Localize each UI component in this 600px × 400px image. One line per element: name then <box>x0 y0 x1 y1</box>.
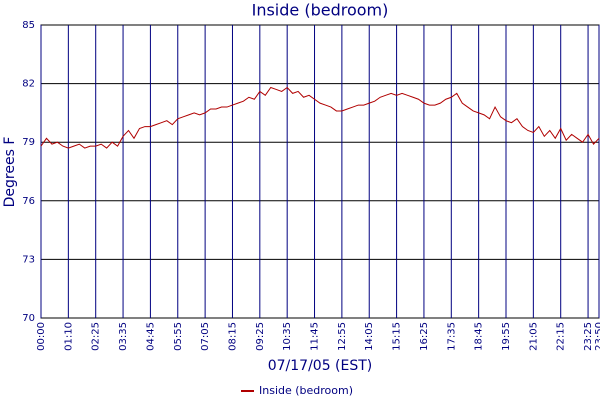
y-tick-label: 79 <box>22 137 35 148</box>
y-tick-label: 82 <box>22 79 35 90</box>
x-axis-label: 07/17/05 (EST) <box>268 358 373 374</box>
x-tick-label: 09:25 <box>255 322 266 351</box>
chart-title: Inside (bedroom) <box>252 1 389 20</box>
x-tick-label: 00:00 <box>36 322 47 351</box>
x-tick-label: 07:05 <box>200 322 211 351</box>
x-tick-label: 08:15 <box>227 322 238 351</box>
line-series <box>40 86 600 149</box>
y-tick-label: 73 <box>22 254 35 265</box>
x-tick-label: 17:35 <box>446 322 457 351</box>
x-tick-label: 18:45 <box>474 322 485 351</box>
legend-label: Inside (bedroom) <box>259 384 353 397</box>
x-tick-label: 23:50 <box>594 322 600 351</box>
plot-area <box>40 24 600 319</box>
x-tick-label: 19:55 <box>501 322 512 351</box>
x-tick-label: 01:10 <box>63 322 74 351</box>
y-axis-label: Degrees F <box>2 137 18 208</box>
x-tick-label: 22:15 <box>556 322 567 351</box>
x-tick-label: 02:25 <box>91 322 102 351</box>
x-tick-label: 12:55 <box>337 322 348 351</box>
x-tick-label: 15:15 <box>392 322 403 351</box>
x-tick-label: 21:05 <box>528 322 539 351</box>
x-tick-label: 14:05 <box>364 322 375 351</box>
x-tick-label: 23:25 <box>583 322 594 351</box>
x-tick-label: 03:35 <box>118 322 129 351</box>
x-tick-label: 04:45 <box>145 322 156 351</box>
x-tick-label: 11:45 <box>310 322 321 351</box>
x-tick-label: 16:25 <box>419 322 430 351</box>
y-tick-label: 76 <box>22 196 35 207</box>
y-tick-label: 85 <box>22 20 35 31</box>
x-tick-label: 10:35 <box>282 322 293 351</box>
x-tick-label: 05:55 <box>173 322 184 351</box>
y-tick-label: 70 <box>22 313 35 324</box>
